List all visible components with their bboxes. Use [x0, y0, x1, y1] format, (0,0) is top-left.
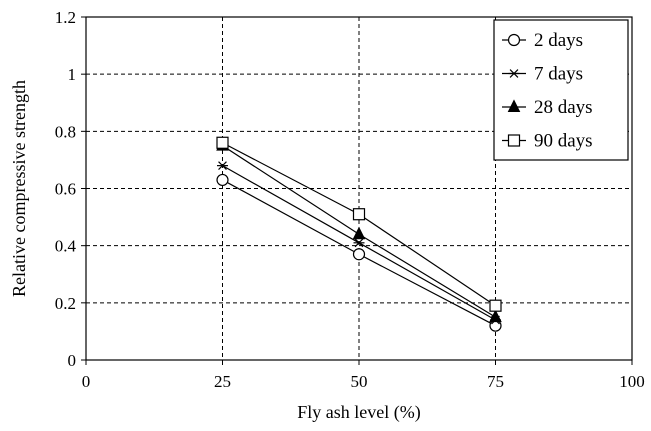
grid	[86, 17, 632, 360]
data-point	[489, 299, 502, 312]
legend-item: 2 days	[502, 30, 583, 51]
legend-label: 7 days	[534, 64, 583, 85]
legend-label: 90 days	[534, 131, 593, 152]
legend-item: 7 days	[502, 64, 583, 85]
y-tick-label: 0.4	[55, 237, 77, 256]
tick-labels: 0 25 50 75 100 0 0.2 0.4 0.6 0.8 1 1.2	[55, 8, 645, 391]
data-point	[216, 173, 229, 187]
data-point	[217, 161, 228, 171]
y-tick-label: 1	[68, 65, 77, 84]
legend-marker	[507, 33, 521, 47]
axes	[81, 16, 633, 365]
x-axis-title: Fly ash level (%)	[297, 402, 420, 423]
series-layer	[216, 136, 502, 332]
data-point	[352, 248, 366, 261]
legend: 2 days 7 days 28 days 90 days	[493, 19, 629, 161]
data-point	[352, 208, 366, 221]
x-tick-label: 50	[351, 372, 368, 391]
data-point	[216, 136, 229, 149]
x-tick-label: 100	[619, 372, 645, 391]
y-tick-label: 0.2	[55, 294, 76, 313]
legend-label: 2 days	[534, 30, 583, 51]
legend-item: 28 days	[502, 97, 593, 118]
legend-marker	[508, 69, 520, 78]
y-tick-label: 1.2	[55, 8, 76, 27]
legend-item: 90 days	[502, 131, 593, 152]
legend-label: 28 days	[534, 97, 593, 118]
data-point	[352, 226, 366, 240]
x-tick-label: 75	[487, 372, 504, 391]
legend-marker	[507, 134, 521, 147]
y-tick-label: 0.6	[55, 180, 76, 199]
legend-marker	[507, 99, 521, 112]
series-90-days	[216, 136, 502, 312]
y-tick-label: 0	[68, 351, 77, 370]
x-tick-label: 0	[82, 372, 91, 391]
data-point	[489, 309, 502, 323]
data-point	[353, 238, 365, 248]
x-tick-label: 25	[214, 372, 231, 391]
y-tick-label: 0.8	[55, 122, 76, 141]
y-axis-title: Relative compressive strength	[9, 80, 29, 297]
